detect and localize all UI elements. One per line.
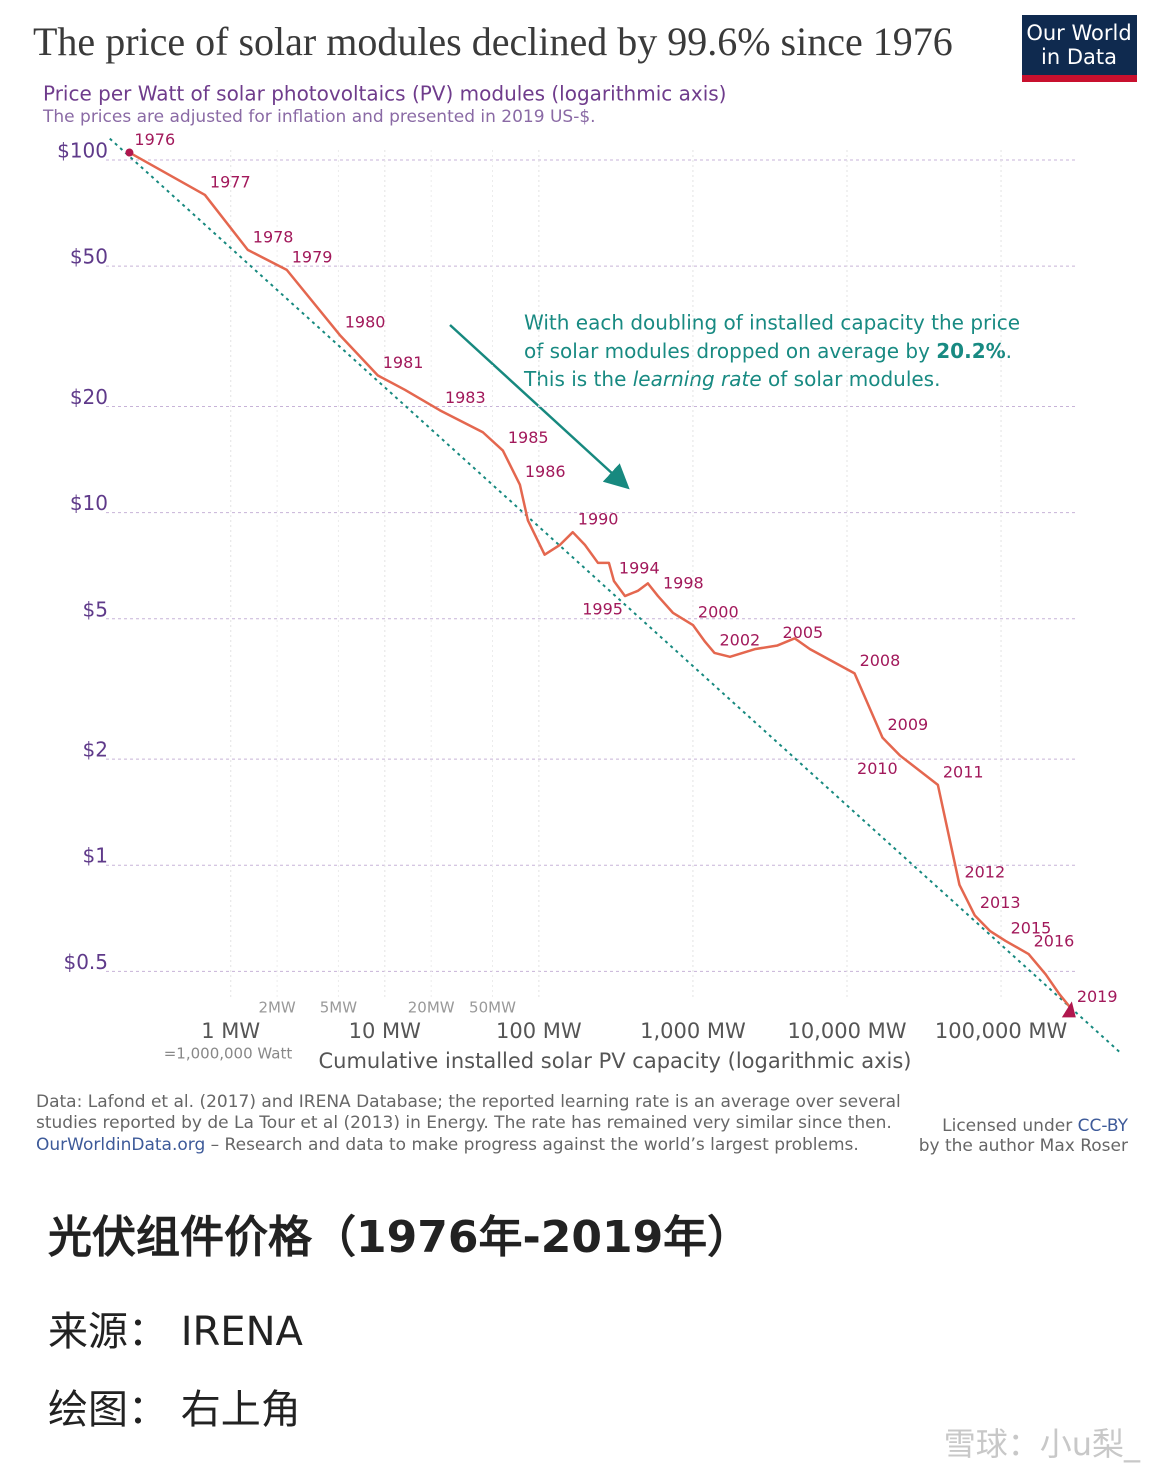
watermark: 雪球：小u梨_ — [944, 1425, 1141, 1463]
y-tick-label: $10 — [70, 491, 108, 515]
note: The prices are adjusted for inflation an… — [42, 107, 596, 127]
author: by the author Max Roser — [919, 1136, 1128, 1156]
point-label: 2013 — [980, 893, 1021, 912]
annotation: This is the learning rate of solar modul… — [523, 367, 940, 391]
y-tick-label: $20 — [70, 385, 108, 409]
point-label: 1983 — [445, 388, 486, 407]
point-label: 1979 — [292, 247, 333, 266]
point-label: 2011 — [943, 762, 984, 781]
annotation-part: of solar modules. — [762, 367, 941, 391]
caption: 来源： IRENA — [48, 1309, 303, 1355]
point-label: 1986 — [525, 462, 566, 481]
x-minor-tick-label: 5MW — [320, 999, 357, 1017]
end-arrow — [1061, 1001, 1076, 1018]
point-label: 1990 — [578, 510, 619, 529]
source: studies reported by de La Tour et al (20… — [36, 1113, 892, 1133]
logo-box — [1022, 15, 1137, 75]
x-minor-tick-label: 50MW — [469, 999, 516, 1017]
point-label: 2009 — [887, 715, 928, 734]
y-tick-label: $1 — [83, 844, 108, 868]
logo-strip — [1022, 75, 1137, 82]
x-tick-label: 1,000 MW — [640, 1019, 746, 1043]
x-minor-tick-label: 2MW — [258, 999, 295, 1017]
point-label: 2019 — [1077, 987, 1118, 1006]
license-text: Licensed under — [942, 1116, 1077, 1136]
caption: 绘图： 右上角 — [48, 1387, 301, 1433]
logo-text: in Data — [1041, 45, 1117, 69]
annotation: With each doubling of installed capacity… — [524, 311, 1020, 335]
x-tick-label: 10 MW — [349, 1019, 422, 1043]
y-tick-label: $100 — [57, 139, 108, 163]
annotation-part: This is the — [523, 367, 633, 391]
annotation-part: of solar modules dropped on average by — [524, 339, 936, 363]
site-line: OurWorldinData.org – Research and data t… — [36, 1135, 859, 1155]
license-link[interactable]: CC-BY — [1078, 1116, 1129, 1136]
point-label: 1994 — [619, 558, 660, 577]
point-label: 2012 — [964, 862, 1005, 881]
point-label: 2015 — [1011, 918, 1052, 937]
site-link[interactable]: OurWorldinData.org — [36, 1135, 205, 1155]
y-tick-label: $50 — [70, 245, 108, 269]
source: Data: Lafond et al. (2017) and IRENA Dat… — [36, 1092, 901, 1112]
x-note: =1,000,000 Watt — [164, 1045, 293, 1063]
x-tick-label: 1 MW — [201, 1019, 260, 1043]
chart-title: The price of solar modules declined by 9… — [33, 19, 953, 64]
trend-line — [109, 137, 1121, 1053]
point-label: 1995 — [582, 600, 623, 619]
point-label: 2005 — [783, 623, 824, 642]
point-label: 2010 — [857, 759, 898, 778]
subtitle: Price per Watt of solar photovoltaics (P… — [43, 82, 727, 106]
point-label: 1980 — [345, 312, 386, 331]
point-label: 2008 — [860, 651, 901, 670]
logo-text: Our World — [1026, 21, 1131, 45]
annotation: of solar modules dropped on average by 2… — [524, 339, 1012, 363]
start-dot — [125, 148, 134, 157]
x-minor-tick-label: 20MW — [408, 999, 455, 1017]
point-label: 1998 — [663, 574, 704, 593]
y-tick-label: $0.5 — [63, 950, 108, 974]
point-label: 1977 — [210, 172, 251, 191]
y-tick-label: $2 — [83, 738, 108, 762]
point-label: 1985 — [508, 428, 549, 447]
point-label: 1981 — [383, 353, 424, 372]
y-tick-label: $5 — [83, 597, 108, 621]
annotation-part: 20.2% — [936, 339, 1005, 363]
x-tick-label: 10,000 MW — [787, 1019, 906, 1043]
point-label: 2016 — [1034, 932, 1075, 951]
x-axis-title: Cumulative installed solar PV capacity (… — [318, 1049, 911, 1073]
point-label: 1978 — [253, 227, 294, 246]
annotation-part: . — [1006, 339, 1012, 363]
license: Licensed under CC-BY — [942, 1116, 1128, 1136]
point-label: 2000 — [698, 603, 739, 622]
caption: 光伏组件价格（1976年-2019年） — [48, 1212, 751, 1263]
site-text: – Research and data to make progress aga… — [205, 1135, 859, 1155]
annotation-part: learning rate — [633, 367, 762, 391]
x-tick-label: 100 MW — [496, 1019, 582, 1043]
annotation-arrow — [449, 324, 630, 490]
point-label: 2002 — [719, 630, 760, 649]
price-line — [128, 151, 1073, 1011]
x-tick-label: 100,000 MW — [935, 1019, 1068, 1043]
point-label: 1976 — [134, 130, 175, 149]
